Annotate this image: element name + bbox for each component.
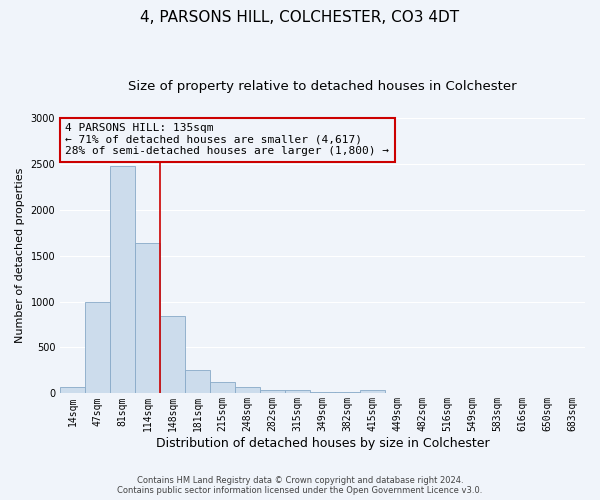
X-axis label: Distribution of detached houses by size in Colchester: Distribution of detached houses by size … — [156, 437, 490, 450]
Text: 4, PARSONS HILL, COLCHESTER, CO3 4DT: 4, PARSONS HILL, COLCHESTER, CO3 4DT — [140, 10, 460, 25]
Text: 4 PARSONS HILL: 135sqm
← 71% of detached houses are smaller (4,617)
28% of semi-: 4 PARSONS HILL: 135sqm ← 71% of detached… — [65, 124, 389, 156]
Bar — [335, 392, 360, 394]
Bar — [360, 390, 385, 394]
Bar — [110, 166, 135, 394]
Title: Size of property relative to detached houses in Colchester: Size of property relative to detached ho… — [128, 80, 517, 93]
Bar — [210, 382, 235, 394]
Bar — [85, 302, 110, 394]
Text: Contains HM Land Registry data © Crown copyright and database right 2024.
Contai: Contains HM Land Registry data © Crown c… — [118, 476, 482, 495]
Bar — [185, 370, 210, 394]
Bar — [135, 242, 160, 394]
Bar — [60, 386, 85, 394]
Y-axis label: Number of detached properties: Number of detached properties — [15, 168, 25, 344]
Bar — [160, 316, 185, 394]
Bar — [310, 392, 335, 394]
Bar — [260, 390, 285, 394]
Bar — [285, 390, 310, 394]
Bar — [235, 388, 260, 394]
